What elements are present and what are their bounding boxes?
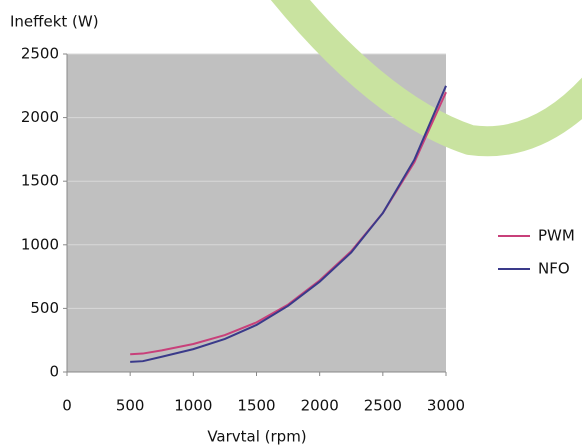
y-tick-label: 2500 [21,45,59,63]
x-tick-label: 2000 [301,397,339,415]
x-tick-label: 1500 [237,397,275,415]
legend-label: NFO [538,260,570,278]
y-axis-title: Ineffekt (W) [10,13,99,31]
y-tick-label: 2000 [21,108,59,126]
decoration-arc [270,0,582,157]
y-tick-label: 1500 [21,172,59,190]
y-tick-label: 500 [30,299,59,317]
y-tick-label: 0 [49,363,59,381]
line-series [130,85,447,363]
legend-label: PWM [538,227,575,245]
x-tick-label: 500 [116,397,145,415]
x-tick-label: 2500 [364,397,402,415]
y-tick-label: 1000 [21,235,59,253]
x-tick-label: 1000 [174,397,212,415]
x-axis-title: Varvtal (rpm) [207,428,306,446]
x-tick-label: 3000 [427,397,465,415]
x-tick-label: 0 [62,397,72,415]
